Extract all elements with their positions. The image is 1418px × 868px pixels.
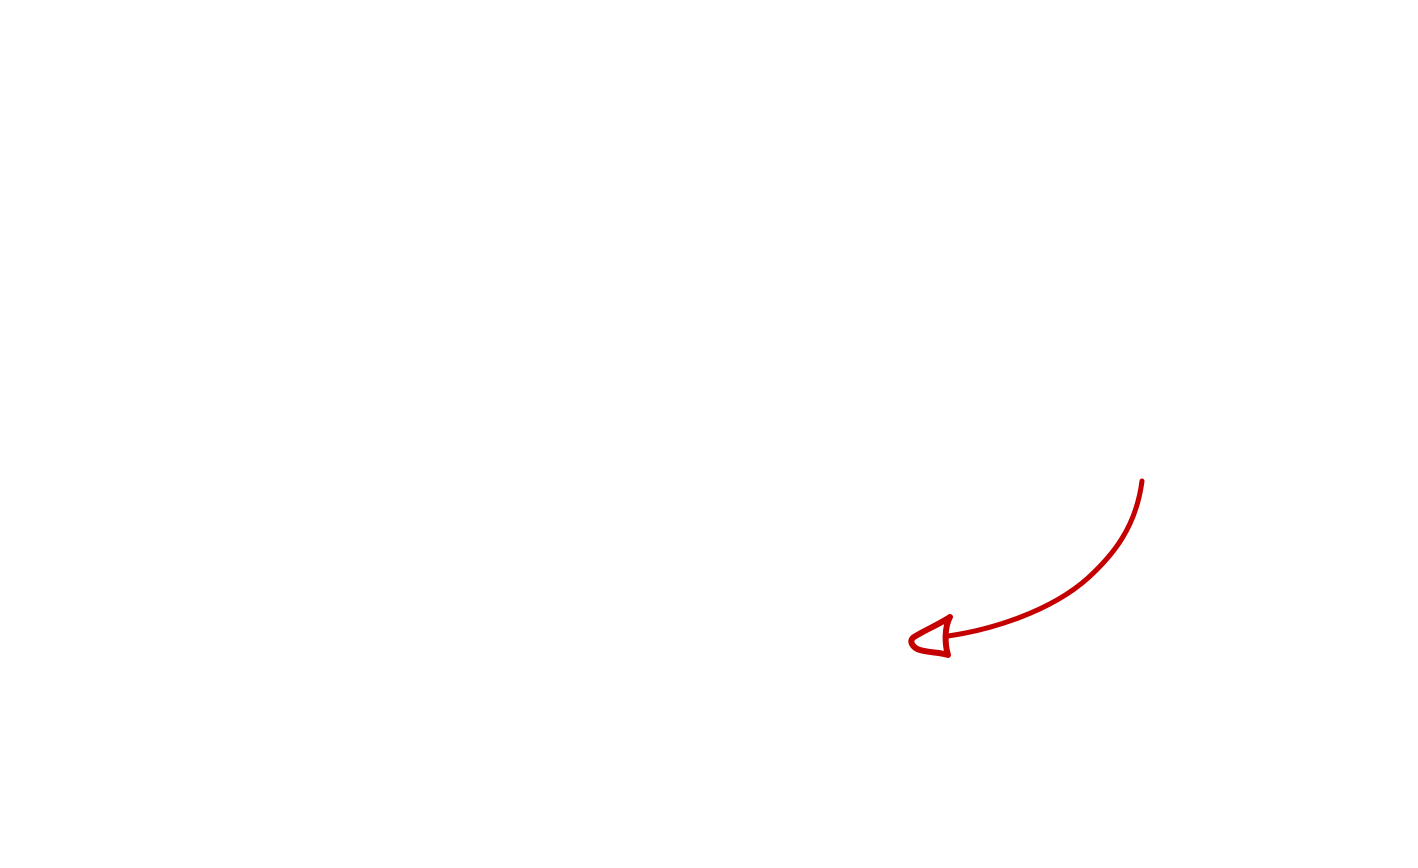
arrow-head xyxy=(908,614,953,658)
red-arrow xyxy=(908,478,1145,658)
arrow-tail xyxy=(1117,480,1143,543)
